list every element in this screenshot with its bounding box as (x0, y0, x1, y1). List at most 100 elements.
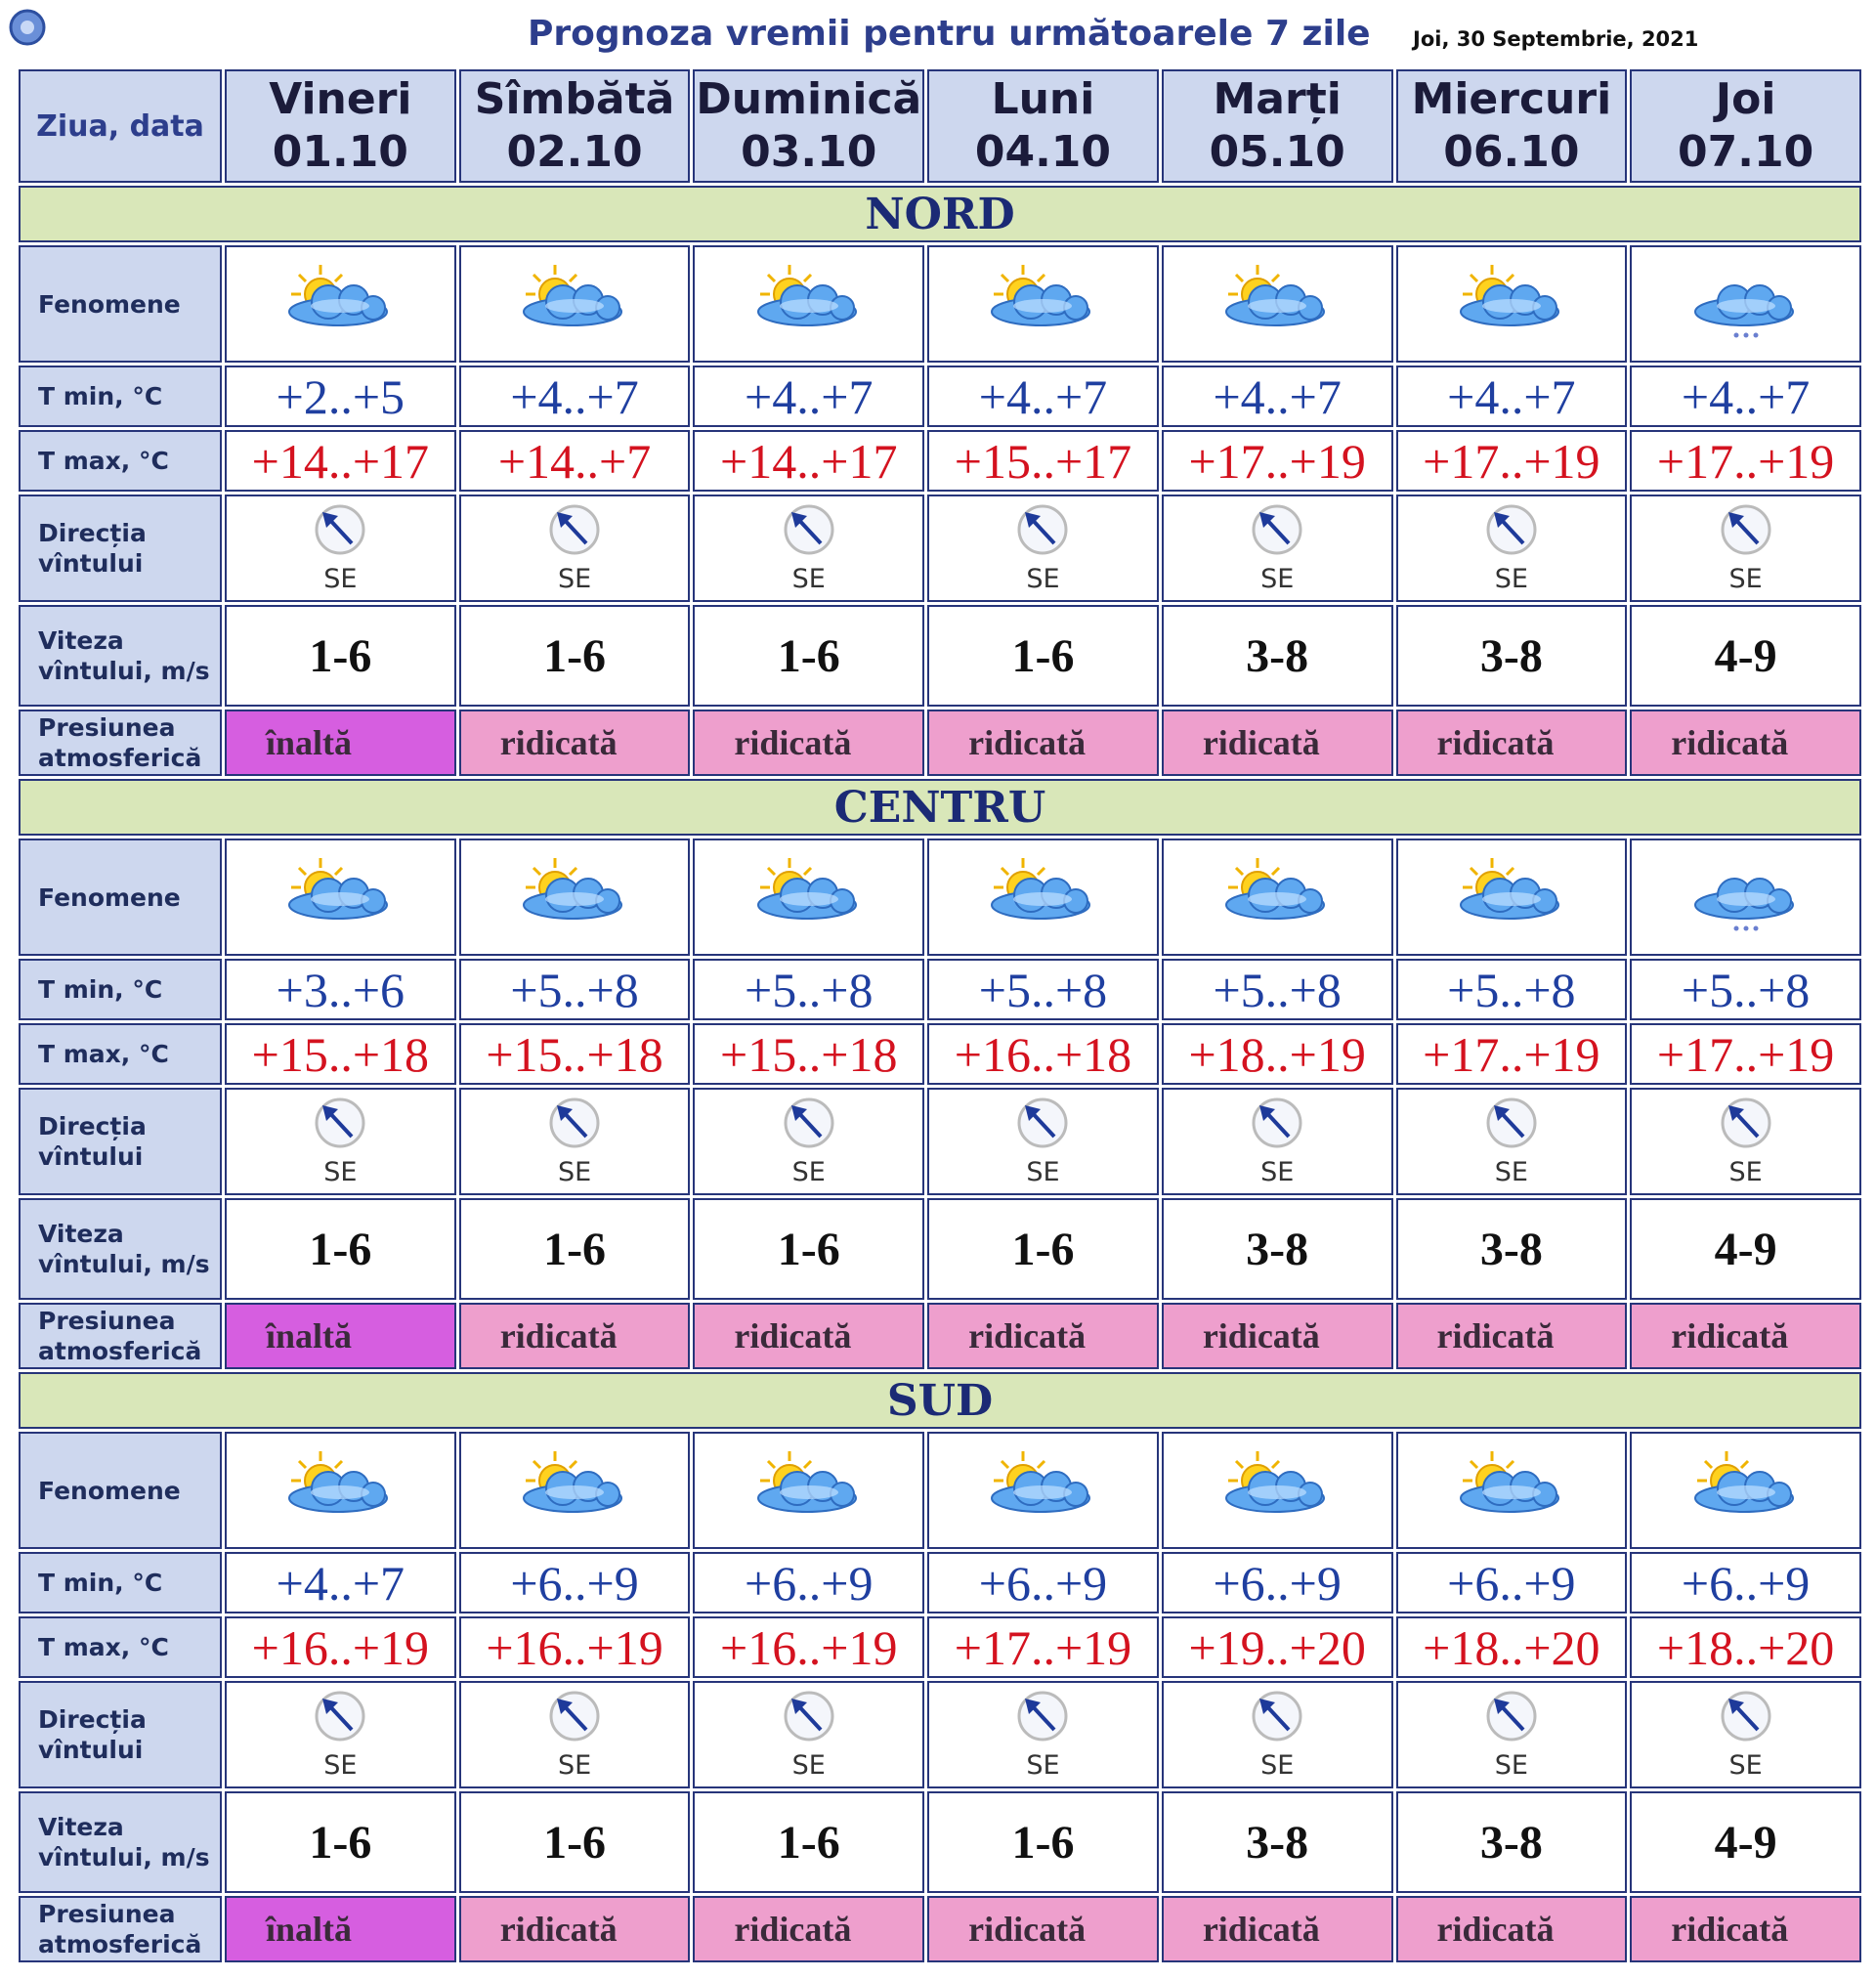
wind-speed-cell: 1-6 (225, 1791, 456, 1893)
weather-icon (1459, 265, 1559, 326)
row-label: Viteza vîntului, m/s (19, 605, 222, 707)
wind-dir-cell: SE (927, 1681, 1159, 1788)
weather-icon (1693, 1451, 1794, 1513)
day-header: Duminică 03.10 (693, 69, 925, 183)
phenomena-cell (693, 839, 925, 956)
weather-icon (991, 1451, 1091, 1513)
wind-speed-cell: 4-9 (1630, 1198, 1861, 1300)
tmax-cell: +18..+19 (1161, 1023, 1393, 1085)
wind-dir: SE (557, 564, 592, 594)
row: NORD (19, 186, 1861, 242)
weather-icon (1225, 858, 1326, 920)
tmax-cell: +17..+19 (1395, 430, 1628, 492)
pressure-cell: ridicată (458, 1303, 691, 1369)
day-header: Marți 05.10 (1161, 69, 1393, 183)
weather-icon (288, 858, 389, 920)
pressure-cell: ridicată (1395, 1303, 1628, 1369)
wind-icon (784, 1691, 834, 1742)
row-label: Fenomene (19, 1432, 222, 1549)
wind-speed-cell: 1-6 (458, 605, 691, 707)
wind-speed-cell: 3-8 (1161, 1198, 1393, 1300)
weather-icon (756, 858, 857, 920)
wind-speed-cell: 1-6 (225, 1198, 456, 1300)
row-label: T min, °C (19, 1552, 222, 1613)
row: Direcția vîntului SE SE SE SE SE SE SE (19, 1681, 1861, 1788)
day-date: 07.10 (1678, 127, 1814, 177)
row-label: Fenomene (19, 245, 222, 363)
wind-dir: SE (1728, 564, 1763, 594)
pressure-cell: ridicată (693, 1303, 925, 1369)
row-label: T max, °C (19, 1616, 222, 1678)
wind-speed-cell: 3-8 (1395, 1198, 1628, 1300)
pressure-cell: ridicată (1630, 710, 1861, 776)
phenomena-cell (1630, 245, 1861, 363)
weather-icon (1459, 1451, 1559, 1513)
row-label: Viteza vîntului, m/s (19, 1198, 222, 1300)
day-header: Luni 04.10 (927, 69, 1159, 183)
wind-speed-cell: 1-6 (927, 1198, 1159, 1300)
tmax-cell: +15..+17 (927, 430, 1159, 492)
day-name: Joi (1715, 74, 1776, 124)
tmin-cell: +5..+8 (1395, 959, 1628, 1020)
weather-icon (523, 1451, 623, 1513)
phenomena-cell (458, 245, 691, 363)
row: SUD (19, 1372, 1861, 1429)
row: T min, °C +4..+7 +6..+9 +6..+9 +6..+9 +6..+9 +… (19, 1552, 1861, 1613)
pressure-cell: ridicată (458, 1896, 691, 1962)
phenomena-cell (927, 245, 1159, 363)
wind-dir-cell: SE (1395, 1088, 1628, 1195)
weather-icon (1225, 265, 1326, 326)
wind-dir-cell: SE (693, 1681, 925, 1788)
tmin-cell: +6..+9 (1630, 1552, 1861, 1613)
wind-dir-cell: SE (458, 495, 691, 602)
tmax-cell: +14..+7 (458, 430, 691, 492)
pressure-cell: ridicată (1161, 1303, 1393, 1369)
wind-speed-cell: 1-6 (927, 605, 1159, 707)
wind-icon (315, 1097, 365, 1148)
row-label: T min, °C (19, 959, 222, 1020)
day-name: Marți (1213, 74, 1342, 124)
day-date: 01.10 (272, 127, 408, 177)
wind-speed-cell: 1-6 (927, 1791, 1159, 1893)
pressure-cell: ridicată (927, 1896, 1159, 1962)
pressure-cell: ridicată (927, 1303, 1159, 1369)
wind-icon (1721, 504, 1771, 555)
wind-icon (315, 504, 365, 555)
wind-dir: SE (1260, 564, 1295, 594)
day-header: Vineri 01.10 (225, 69, 456, 183)
tmax-cell: +15..+18 (693, 1023, 925, 1085)
row: T min, °C +3..+6 +5..+8 +5..+8 +5..+8 +5..+8 +… (19, 959, 1861, 1020)
row: Fenomene (19, 1432, 1861, 1549)
wind-speed-cell: 3-8 (1395, 1791, 1628, 1893)
phenomena-cell (225, 1432, 456, 1549)
wind-icon (315, 1691, 365, 1742)
row: T max, °C +14..+17 +14..+7 +14..+17 +15..+17… (19, 430, 1861, 492)
weather-icon (523, 858, 623, 920)
day-name: Duminică (696, 74, 922, 124)
row-label: Presiunea atmosferică (19, 1896, 222, 1962)
wind-icon (1486, 504, 1537, 555)
header: Prognoza vremii pentru următoarele 7 zil… (0, 0, 1876, 65)
logo (9, 9, 46, 46)
phenomena-cell (1630, 1432, 1861, 1549)
row-label: Direcția vîntului (19, 1088, 222, 1195)
tmax-cell: +19..+20 (1161, 1616, 1393, 1678)
wind-dir: SE (1728, 1750, 1763, 1781)
pressure-cell: înaltă (225, 710, 456, 776)
wind-dir: SE (1026, 564, 1060, 594)
region-name: CENTRU (19, 779, 1861, 836)
phenomena-cell (693, 1432, 925, 1549)
pressure-cell: ridicată (1395, 710, 1628, 776)
row: T min, °C +2..+5 +4..+7 +4..+7 +4..+7 +4..+7 +… (19, 366, 1861, 427)
weather-icon (1459, 858, 1559, 920)
wind-speed-cell: 3-8 (1395, 605, 1628, 707)
day-date: 06.10 (1443, 127, 1580, 177)
day-date: 02.10 (506, 127, 643, 177)
tmax-cell: +14..+17 (693, 430, 925, 492)
tmax-cell: +17..+19 (1630, 1023, 1861, 1085)
wind-speed-cell: 3-8 (1161, 605, 1393, 707)
phenomena-cell (927, 1432, 1159, 1549)
tmin-cell: +6..+9 (458, 1552, 691, 1613)
wind-dir: SE (791, 1750, 826, 1781)
